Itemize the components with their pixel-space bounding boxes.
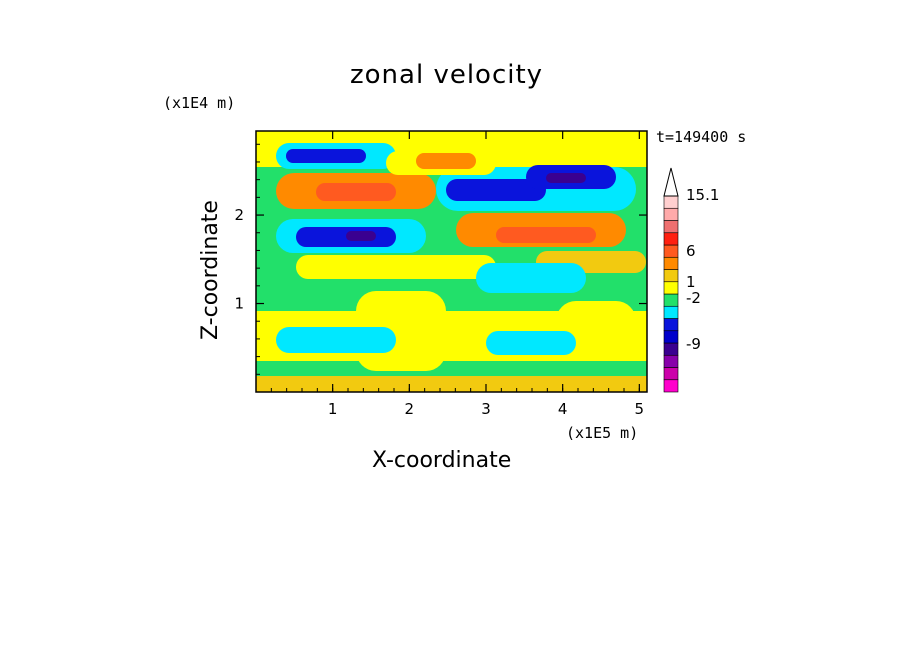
contour-region	[546, 173, 586, 183]
contour-region	[476, 263, 586, 293]
contour-region	[416, 153, 476, 169]
colorbar-label: 6	[686, 242, 696, 260]
colorbar-label: 1	[686, 273, 696, 291]
colorbar-segment	[663, 232, 679, 246]
colorbar-label: -2	[686, 289, 701, 307]
contour-region	[296, 255, 496, 279]
colorbar-segment	[663, 269, 679, 283]
colorbar-segment	[663, 256, 679, 270]
contour-region	[346, 231, 376, 241]
plot-frame	[255, 130, 648, 393]
colorbar-segment	[663, 281, 679, 295]
colorbar-segment	[663, 305, 679, 319]
colorbar-segment	[663, 342, 679, 356]
y-tick-label: 2	[234, 206, 244, 224]
x-tick-label: 5	[635, 400, 645, 418]
chart-title: zonal velocity	[350, 60, 544, 90]
contour-region	[496, 227, 596, 243]
colorbar-segment	[663, 207, 679, 221]
x-tick-label: 2	[405, 400, 415, 418]
colorbar-segment	[663, 195, 679, 209]
y-scale-note: (x1E4 m)	[163, 94, 236, 112]
colorbar-segment	[663, 244, 679, 258]
colorbar-segment	[663, 318, 679, 332]
x-tick-label: 1	[328, 400, 338, 418]
contour-region	[486, 331, 576, 355]
x-scale-note: (x1E5 m)	[566, 424, 639, 442]
contour-region	[556, 301, 636, 351]
contour-region	[286, 149, 366, 163]
x-axis-label: X-coordinate	[372, 448, 512, 473]
contour-field	[256, 131, 647, 392]
colorbar-label: 15.1	[686, 186, 719, 204]
time-label: t=149400 s	[656, 128, 747, 146]
contour-region	[446, 179, 546, 201]
x-tick-label: 4	[558, 400, 568, 418]
x-tick-label: 3	[481, 400, 491, 418]
contour-region	[316, 183, 396, 201]
contour-region	[276, 327, 396, 353]
colorbar-segment	[663, 354, 679, 368]
colorbar-segment	[663, 220, 679, 234]
colorbar-segment	[663, 379, 679, 393]
contour-region	[296, 227, 396, 247]
y-tick-label: 1	[234, 295, 244, 313]
colorbar-segment	[663, 293, 679, 307]
colorbar-extend-arrow	[663, 167, 679, 197]
colorbar-label: -9	[686, 335, 701, 353]
contour-region	[256, 376, 647, 392]
colorbar-segment	[663, 330, 679, 344]
colorbar-segment	[663, 367, 679, 381]
